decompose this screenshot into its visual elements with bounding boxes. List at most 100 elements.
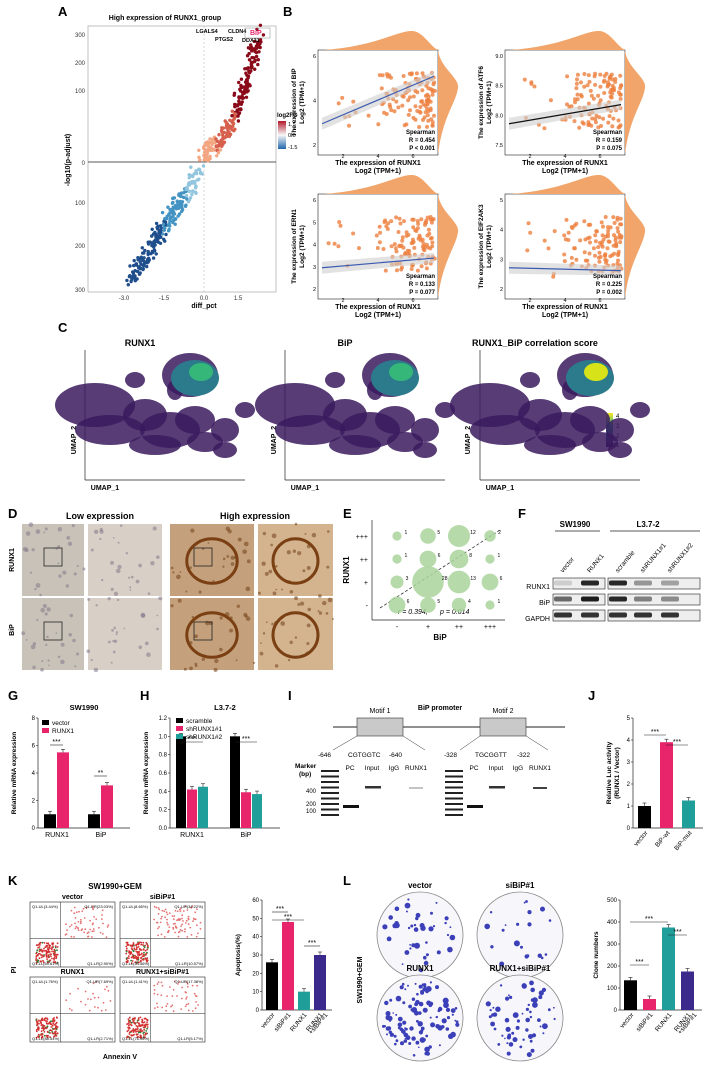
colony	[521, 983, 527, 989]
volcano-point-up	[197, 155, 201, 159]
ihc-cell	[331, 618, 334, 620]
colony	[400, 1041, 404, 1046]
gel-ladder-band	[445, 803, 463, 805]
flow-event	[182, 920, 184, 922]
corr-ylabel: The expression of ERN1	[291, 209, 298, 284]
volcano-point-up	[235, 108, 239, 112]
corr-point	[381, 247, 386, 251]
corr-point	[396, 230, 401, 234]
ihc-cell	[82, 567, 86, 571]
corr-ytick: 2	[313, 143, 316, 149]
flow-event	[158, 908, 161, 911]
flow-event	[170, 1005, 172, 1008]
flow-event	[69, 925, 71, 928]
corr-point	[526, 221, 531, 226]
corr-point	[575, 72, 580, 77]
flow-event	[142, 958, 145, 961]
colony	[418, 1001, 424, 1007]
flow-event	[56, 942, 59, 945]
colony-plate-title: siBiP#1	[506, 881, 535, 890]
panel-label-d: D	[8, 506, 17, 521]
corr-point	[572, 246, 577, 251]
colony	[451, 1013, 454, 1016]
umap-title-score: RUNX1_BiP correlation score	[472, 338, 598, 348]
corr-point	[394, 99, 399, 104]
flow-event	[186, 936, 189, 938]
flow-event	[172, 989, 175, 991]
ihc-duct	[271, 537, 320, 585]
flow-event	[172, 1010, 175, 1013]
bubble-mark	[448, 525, 470, 547]
flow-event	[45, 951, 48, 954]
ihc-cell	[99, 527, 103, 532]
volcano-point-down	[154, 252, 158, 256]
flow-event	[53, 959, 55, 961]
flow-event	[164, 908, 167, 911]
ihc-cell	[21, 631, 26, 636]
volcano-point-up	[233, 102, 237, 107]
ihc-cell	[257, 591, 261, 595]
corr-fit-line	[508, 104, 622, 125]
colony	[540, 956, 544, 960]
corr-point	[432, 113, 436, 118]
ihc-cell	[183, 667, 187, 671]
bar-mark	[230, 736, 240, 828]
ihc-cell	[311, 532, 317, 538]
ihc-cell	[117, 541, 120, 544]
bar-ytick: 200	[607, 964, 618, 970]
flow-quadrant-title: RUNX1	[61, 969, 85, 976]
volcano-point-down	[195, 178, 200, 182]
corr-point	[619, 83, 624, 88]
ihc-cell	[39, 593, 42, 597]
gel-ladder-band	[321, 770, 339, 772]
colony	[404, 1037, 407, 1040]
flow-event	[36, 949, 39, 952]
colony	[386, 1033, 388, 1036]
colony	[435, 985, 439, 990]
flow-event	[139, 941, 141, 944]
ihc-cell	[297, 603, 301, 606]
flow-q-lr: Q1-LR(5.17%)	[177, 1036, 203, 1041]
volcano-point-up	[237, 101, 242, 105]
flow-event	[145, 957, 148, 960]
flow-event	[84, 1003, 87, 1006]
gel-band-runx1	[409, 787, 423, 789]
volcano-point-up	[216, 151, 221, 155]
flow-quadrant-title: vector	[62, 894, 83, 901]
flow-event	[134, 948, 136, 951]
volcano-point-down	[163, 239, 167, 243]
flow-event	[38, 948, 41, 951]
flow-event	[181, 917, 183, 920]
colony	[529, 1015, 533, 1019]
flow-event	[43, 950, 46, 952]
corr-point	[394, 215, 399, 220]
bar-mark	[624, 980, 637, 1010]
flow-event	[35, 962, 38, 964]
flow-event	[144, 957, 147, 960]
colony	[425, 953, 429, 957]
panel-label-i: I	[288, 688, 292, 703]
bubble-mark	[388, 596, 406, 614]
corr-point	[398, 221, 403, 226]
bar-legend-swatch	[176, 718, 183, 723]
flow-event	[70, 909, 73, 912]
volcano-point-up	[243, 88, 247, 93]
colony	[437, 1025, 443, 1031]
gel-ladder-band	[445, 808, 463, 811]
flow-event	[181, 986, 184, 989]
gel-lane-label: RUNX1	[405, 765, 427, 772]
corr-xtick: 4	[563, 298, 566, 304]
colony	[489, 911, 493, 914]
flow-event	[144, 1025, 147, 1028]
flow-plot-frame	[29, 976, 116, 1043]
wb-membrane	[607, 593, 701, 606]
corr-point	[551, 274, 556, 279]
ihc-image	[258, 524, 333, 596]
ihc-cell	[294, 596, 298, 601]
volcano-point-down	[188, 196, 193, 200]
ihc-cell	[57, 526, 63, 532]
colony	[408, 1004, 412, 1009]
flow-event	[156, 993, 159, 996]
colony	[403, 1039, 408, 1043]
